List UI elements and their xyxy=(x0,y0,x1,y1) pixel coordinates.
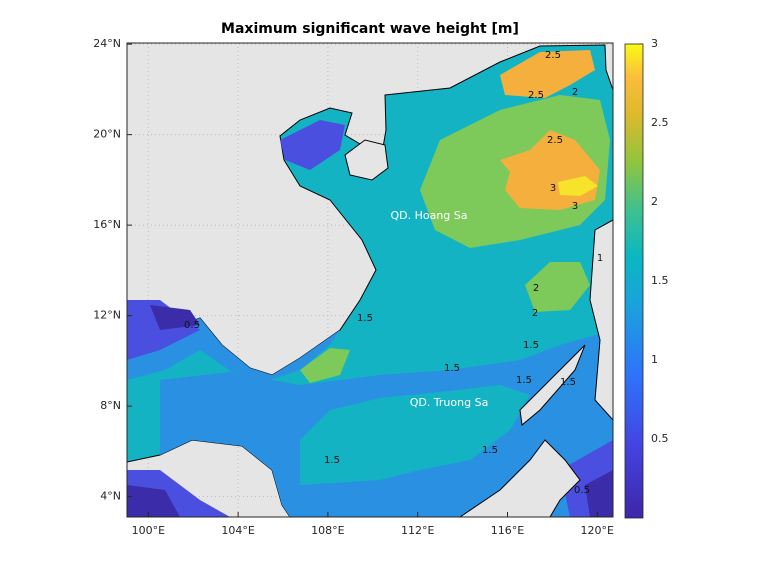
y-tick-label: 4°N xyxy=(100,490,121,503)
contour-label: 1 xyxy=(597,253,603,264)
contour-label: 0.5 xyxy=(184,320,200,331)
y-tick-label: 16°N xyxy=(93,218,121,231)
x-tick-label: 112°E xyxy=(401,524,434,537)
contour-label: 2.5 xyxy=(528,90,544,101)
island-hainan xyxy=(344,139,389,181)
contour-label: 1.5 xyxy=(482,445,498,456)
place-label: QD. Truong Sa xyxy=(410,396,489,409)
x-tick-label: 120°E xyxy=(581,524,614,537)
colorbar-tick-label: 3 xyxy=(651,37,658,50)
contour-label: 1.5 xyxy=(523,340,539,351)
sea-darkest xyxy=(127,305,613,517)
colorbar-tick-label: 1 xyxy=(651,353,658,366)
y-tick-label: 20°N xyxy=(93,128,121,141)
chart-title: Maximum significant wave height [m] xyxy=(221,21,519,37)
y-tick-label: 24°N xyxy=(93,37,121,50)
contour-label: 1.5 xyxy=(516,375,532,386)
land-borneo xyxy=(459,439,581,517)
colorbar-tick-label: 0.5 xyxy=(651,432,669,445)
contour-label: 3 xyxy=(572,201,578,212)
contour-label: 1.5 xyxy=(444,363,460,374)
contour-label: 1.5 xyxy=(560,377,576,388)
axes: 100°E 104°E 108°E 112°E 116°E 120°E 4°N 8°N 12°N… xyxy=(93,37,668,537)
colorbar-tick-label: 1.5 xyxy=(651,274,669,287)
colorbar xyxy=(624,43,644,519)
sea-mid xyxy=(300,385,530,485)
zone-3 xyxy=(558,176,598,196)
contour-label: 2 xyxy=(572,87,578,98)
y-tick-label: 8°N xyxy=(100,399,121,412)
land-philippines xyxy=(519,219,613,426)
contour-labels: QD. Hoang Sa QD. Truong Sa 2.5 2 2.5 2.5 3 3 2 2 1… xyxy=(184,50,603,496)
colorbar-tick-label: 2 xyxy=(651,195,658,208)
contour-label: 2.5 xyxy=(547,135,563,146)
contour-label: 0.5 xyxy=(574,485,590,496)
map-area: QD. Hoang Sa QD. Truong Sa 2.5 2 2.5 2.5 3 3 2 2 1… xyxy=(127,43,613,517)
contour-label: 1.5 xyxy=(357,313,373,324)
y-tick-label: 12°N xyxy=(93,309,121,322)
x-tick-label: 108°E xyxy=(311,524,344,537)
map-frame xyxy=(126,42,614,518)
contour-label: 2 xyxy=(532,308,538,319)
x-tick-label: 104°E xyxy=(221,524,254,537)
zone-25 xyxy=(500,50,600,210)
contour-label: 1.5 xyxy=(324,455,340,466)
colorbar-tick-label: 2.5 xyxy=(651,116,669,129)
x-tick-label: 116°E xyxy=(491,524,524,537)
contour-label: 3 xyxy=(550,183,556,194)
contour-label: 2 xyxy=(533,283,539,294)
place-label: QD. Hoang Sa xyxy=(390,209,467,222)
x-tick-label: 100°E xyxy=(132,524,165,537)
contour-label: 2.5 xyxy=(545,50,561,61)
